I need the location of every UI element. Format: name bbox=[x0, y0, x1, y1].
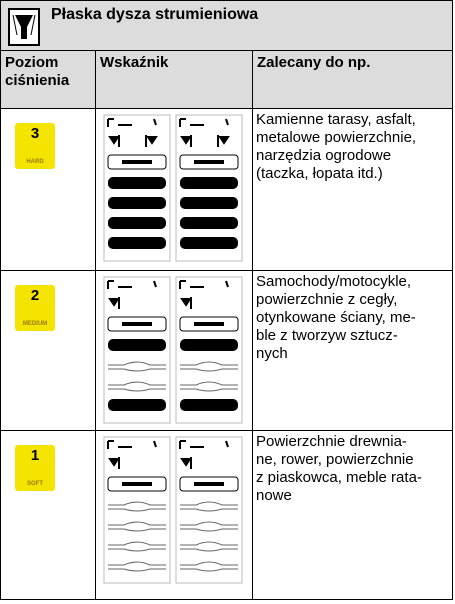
gauge-scale bbox=[179, 118, 229, 127]
level-number: 3 bbox=[30, 125, 40, 142]
indicator-gauge bbox=[103, 114, 171, 262]
gauge-bar bbox=[180, 237, 238, 249]
gauge-arrow bbox=[180, 135, 192, 147]
gauge-bar bbox=[180, 399, 238, 411]
level-icon: 3 HARD bbox=[15, 123, 55, 169]
gauge-bar-outline bbox=[108, 361, 166, 372]
description-line: Samochody/motocykle, bbox=[256, 273, 412, 290]
gauge-bar-outline bbox=[180, 361, 238, 372]
gauge-bar bbox=[108, 237, 166, 249]
level-cell: 3 HARD bbox=[0, 108, 96, 271]
title: Płaska dysza strumieniowa bbox=[51, 6, 259, 23]
gauge-scale bbox=[179, 440, 229, 449]
gauge-bar bbox=[108, 217, 166, 229]
gauge-arrow bbox=[145, 135, 158, 147]
gauge-bar-outline bbox=[180, 501, 238, 512]
gauge-mode-text bbox=[194, 322, 224, 326]
description-line: narzędzia ogrodowe bbox=[256, 147, 392, 164]
indicator-cell bbox=[95, 270, 253, 431]
indicator-gauge bbox=[175, 114, 243, 262]
description-line: powierzchnie z cegły, bbox=[256, 291, 398, 308]
gauge-bar bbox=[108, 339, 166, 351]
gauge-arrow bbox=[108, 135, 120, 147]
level-number: 2 bbox=[30, 287, 40, 304]
description-cell: Powierzchnie drewnia-ne, rower, powierzc… bbox=[252, 430, 453, 600]
level-icon: 1 SOFT bbox=[15, 445, 55, 491]
gauge-mode-text bbox=[122, 160, 152, 164]
gauge-bar bbox=[180, 339, 238, 351]
column-header-line: Poziom bbox=[5, 54, 59, 71]
gauge-bar-outline bbox=[108, 381, 166, 392]
description-line: ble z tworzyw sztucz- bbox=[256, 327, 398, 344]
gauge-bar bbox=[108, 399, 166, 411]
description-line: (taczka, łopata itd.) bbox=[256, 165, 383, 182]
description-line: Powierzchnie drewnia- bbox=[256, 433, 407, 450]
indicator-gauge bbox=[103, 276, 171, 424]
title-row: Płaska dysza strumieniowa bbox=[0, 0, 453, 51]
level-label: HARD bbox=[26, 159, 44, 165]
level-icon: 2 MEDIUM bbox=[15, 285, 55, 331]
gauge-bar-outline bbox=[108, 541, 166, 552]
description-line: z piaskowca, meble rata- bbox=[256, 469, 422, 486]
indicator-gauge bbox=[175, 436, 243, 584]
description-cell: Kamienne tarasy, asfalt, metalowe powierz… bbox=[252, 108, 453, 271]
column-header: Wskaźnik bbox=[95, 50, 253, 109]
indicator bbox=[103, 276, 243, 424]
indicator-cell bbox=[95, 430, 253, 600]
column-header: Poziom ciśnienia bbox=[0, 50, 96, 109]
column-header-line: Zalecany do np. bbox=[257, 54, 371, 71]
description-line: nych bbox=[256, 345, 288, 362]
nozzle-icon bbox=[8, 8, 40, 46]
gauge-mode-text bbox=[122, 322, 152, 326]
description-line: Kamienne tarasy, asfalt, bbox=[256, 111, 416, 128]
gauge-bar bbox=[180, 197, 238, 209]
gauge-mode-text bbox=[194, 482, 224, 486]
gauge-bar bbox=[108, 197, 166, 209]
gauge-bar bbox=[108, 177, 166, 189]
level-label: MEDIUM bbox=[22, 321, 48, 327]
gauge-scale bbox=[107, 440, 157, 449]
description-cell: Samochody/motocykle, powierzchnie z cegły… bbox=[252, 270, 453, 431]
indicator-gauge bbox=[103, 436, 171, 584]
column-header: Zalecany do np. bbox=[252, 50, 453, 109]
gauge-scale bbox=[179, 280, 229, 289]
indicator bbox=[103, 436, 243, 584]
gauge-arrow bbox=[180, 297, 192, 309]
indicator-cell bbox=[95, 108, 253, 271]
gauge-arrow bbox=[217, 135, 230, 147]
level-number: 1 bbox=[30, 447, 40, 464]
description-line: nowe bbox=[256, 487, 292, 504]
gauge-bar-outline bbox=[108, 561, 166, 572]
description-line: metalowe powierzchnie, bbox=[256, 129, 417, 146]
gauge-bar-outline bbox=[108, 521, 166, 532]
indicator-gauge bbox=[175, 276, 243, 424]
gauge-bar-outline bbox=[180, 561, 238, 572]
gauge-arrow bbox=[108, 457, 120, 469]
gauge-bar-outline bbox=[108, 501, 166, 512]
description-line: ne, rower, powierzchnie bbox=[256, 451, 414, 468]
gauge-bar-outline bbox=[180, 541, 238, 552]
gauge-scale bbox=[107, 280, 157, 289]
gauge-bar-outline bbox=[180, 521, 238, 532]
gauge-mode-text bbox=[194, 160, 224, 164]
gauge-arrow bbox=[180, 457, 192, 469]
gauge-mode-text bbox=[122, 482, 152, 486]
gauge-arrow bbox=[108, 297, 120, 309]
gauge-bar-outline bbox=[180, 381, 238, 392]
column-header-line: ciśnienia bbox=[5, 72, 70, 89]
level-cell: 2 MEDIUM bbox=[0, 270, 96, 431]
level-cell: 1 SOFT bbox=[0, 430, 96, 600]
description-line: otynkowane ściany, me- bbox=[256, 309, 416, 326]
gauge-bar bbox=[180, 217, 238, 229]
column-header-line: Wskaźnik bbox=[100, 54, 169, 71]
gauge-scale bbox=[107, 118, 157, 127]
gauge-bar bbox=[180, 177, 238, 189]
level-label: SOFT bbox=[27, 481, 43, 487]
indicator bbox=[103, 114, 243, 262]
